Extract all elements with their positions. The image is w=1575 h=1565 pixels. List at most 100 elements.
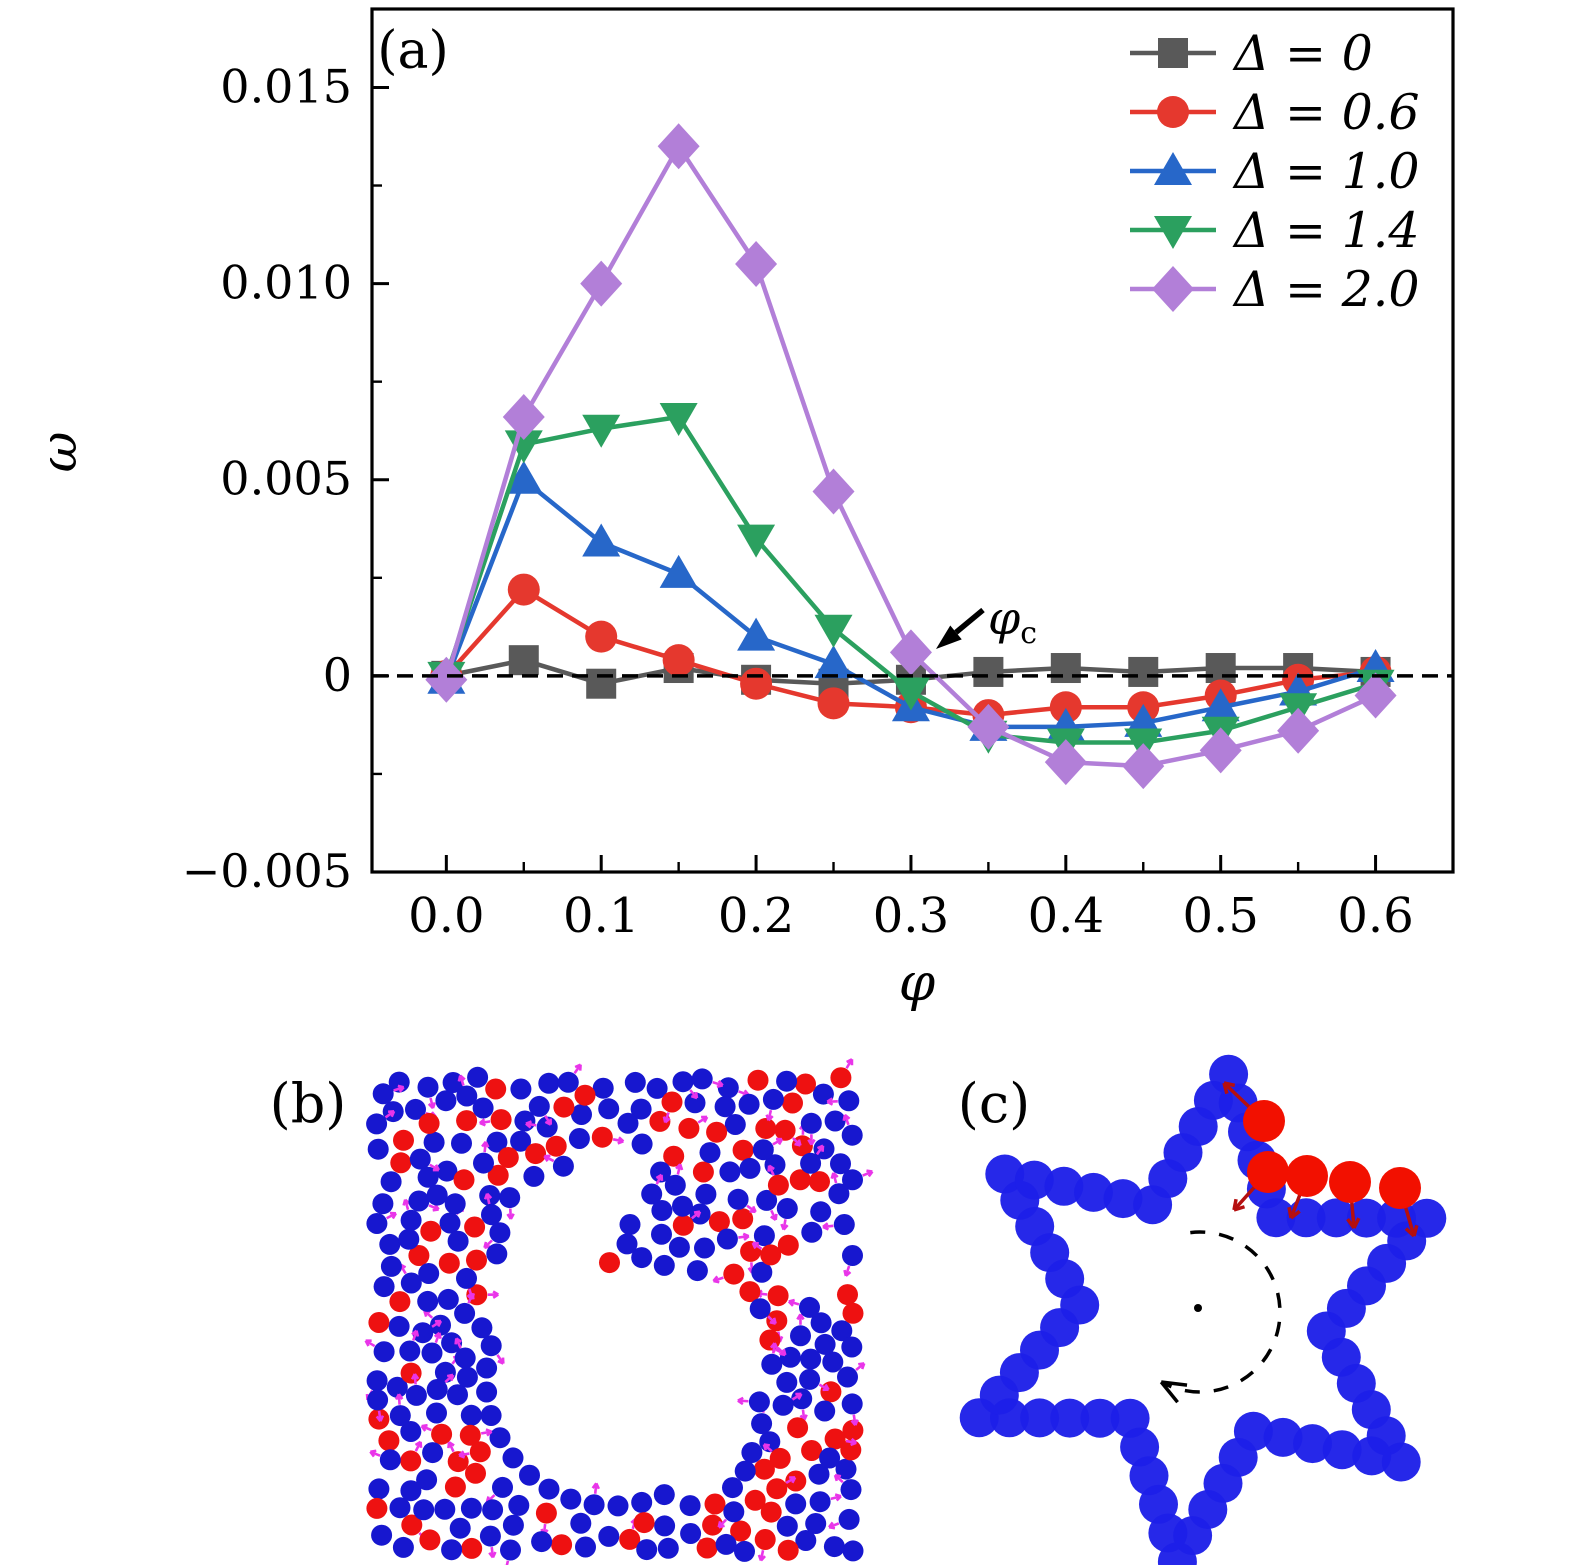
blue-particle (616, 1233, 638, 1255)
red-particle (551, 1534, 573, 1556)
orientation-arrow-icon (655, 1173, 664, 1185)
red-particle (760, 1501, 782, 1523)
blue-bead (1293, 1424, 1332, 1464)
blue-particle (719, 1161, 741, 1183)
red-particle (525, 1143, 547, 1165)
orientation-arrow-icon (447, 1441, 455, 1453)
marker-circle (585, 620, 618, 653)
arrow-shaft (954, 607, 985, 635)
marker-diamond (1044, 739, 1087, 786)
blue-particle (641, 1183, 663, 1205)
blue-particle (842, 1540, 864, 1562)
orientation-arrow-icon (791, 1392, 803, 1401)
annotation-subscript: c (1020, 616, 1037, 651)
legend-entry-delta-0.6: Δ = 0.6 (1130, 84, 1420, 141)
marker-diamond (1277, 707, 1320, 754)
orientation-arrow-icon (691, 1210, 702, 1220)
blue-particle (454, 1347, 476, 1369)
orientation-arrow-icon (506, 1208, 515, 1220)
marker-circle (1049, 691, 1082, 724)
blue-particle (651, 1200, 673, 1221)
blue-particle (409, 1148, 431, 1170)
blue-particle (842, 1245, 863, 1266)
blue-particle (479, 1525, 501, 1547)
blue-particle (723, 1501, 745, 1523)
blue-particle (715, 1533, 737, 1555)
blue-particle (716, 1228, 738, 1250)
blue-particle (631, 1133, 653, 1155)
blue-particle (631, 1247, 653, 1269)
phi-c-annotation: φc (936, 591, 1037, 651)
panel-a-chart: 0.015 0.010 0.005 0 −0.005 0.0 0.1 0.2 0.3 0.4 0.5… (30, 7, 1455, 1013)
red-particle (754, 1529, 776, 1550)
blue-bead (1110, 1398, 1150, 1438)
red-particle (400, 1450, 422, 1472)
series-delta-2.0 (425, 123, 1397, 790)
orientation-arrow-icon (423, 1309, 434, 1319)
orientation-arrow-icon (478, 1118, 491, 1127)
red-particle (789, 1169, 811, 1191)
blue-particle (456, 1085, 478, 1107)
red-particle (842, 1419, 864, 1441)
blue-particle (801, 1221, 823, 1243)
legend-label: Δ = 0.6 (1232, 84, 1420, 141)
orientation-arrow-icon (767, 1164, 775, 1176)
blue-particle (510, 1078, 532, 1100)
orientation-arrow-icon (429, 1163, 440, 1172)
blue-bead (1263, 1417, 1303, 1457)
panel-c-snapshot: (c) (958, 1054, 1447, 1565)
marker-diamond (889, 629, 932, 676)
blue-particle (400, 1209, 422, 1231)
orientation-arrow-icon (765, 1109, 774, 1122)
axes: 0.015 0.010 0.005 0 −0.005 0.0 0.1 0.2 0.3 0.4 0.5… (182, 7, 1455, 944)
blue-particle (814, 1400, 836, 1422)
blue-particle (389, 1405, 411, 1427)
panel-b-snapshot: (b) (270, 1058, 874, 1565)
blue-bead (1316, 1198, 1356, 1238)
red-particle (469, 1441, 491, 1463)
blue-bead (1014, 1160, 1054, 1200)
blue-particle (489, 1427, 511, 1449)
red-particle (464, 1216, 486, 1238)
y-tick-label: 0.010 (220, 256, 352, 310)
orientation-arrow-icon (818, 1383, 830, 1392)
blue-particle (830, 1153, 851, 1175)
red-particle (767, 1285, 789, 1307)
blue-particle (617, 1112, 639, 1134)
orientation-arrow-icon (845, 1437, 858, 1447)
red-active-bead (1379, 1167, 1421, 1209)
blue-particle (679, 1495, 701, 1517)
orientation-arrow-icon (772, 1137, 784, 1146)
annotation-symbol: φ (988, 591, 1021, 645)
blue-particle (442, 1072, 464, 1093)
blue-particle (436, 1160, 458, 1182)
orientation-arrow-icon (770, 1209, 778, 1221)
red-particle (782, 1092, 803, 1114)
red-particle (419, 1529, 441, 1551)
blue-particle (456, 1366, 478, 1388)
orientation-arrow-icon (481, 1140, 490, 1153)
red-particle (599, 1252, 620, 1274)
red-particle (678, 1117, 700, 1139)
red-particle (801, 1440, 823, 1461)
orientation-arrow-icon (769, 1342, 779, 1354)
blue-particle (481, 1204, 502, 1226)
blue-particle (422, 1442, 444, 1464)
blue-particle (753, 1225, 775, 1247)
orientation-arrow-icon (712, 1275, 724, 1284)
blue-particle (800, 1152, 822, 1174)
blue-particle (776, 1198, 798, 1219)
orientation-arrow-icon (525, 1120, 537, 1129)
red-particle (767, 1174, 789, 1196)
orientation-arrow-icon (751, 1241, 763, 1250)
red-particle (777, 1539, 799, 1561)
orientation-arrow-icon (850, 1414, 859, 1426)
blue-particle (538, 1478, 560, 1500)
blue-bead (1044, 1166, 1084, 1206)
blue-particle (833, 1214, 855, 1235)
red-particle (465, 1462, 486, 1484)
orientation-arrow-icon (414, 1440, 423, 1452)
orientation-arrow-icon (504, 1560, 510, 1565)
blue-particle (748, 1391, 770, 1413)
